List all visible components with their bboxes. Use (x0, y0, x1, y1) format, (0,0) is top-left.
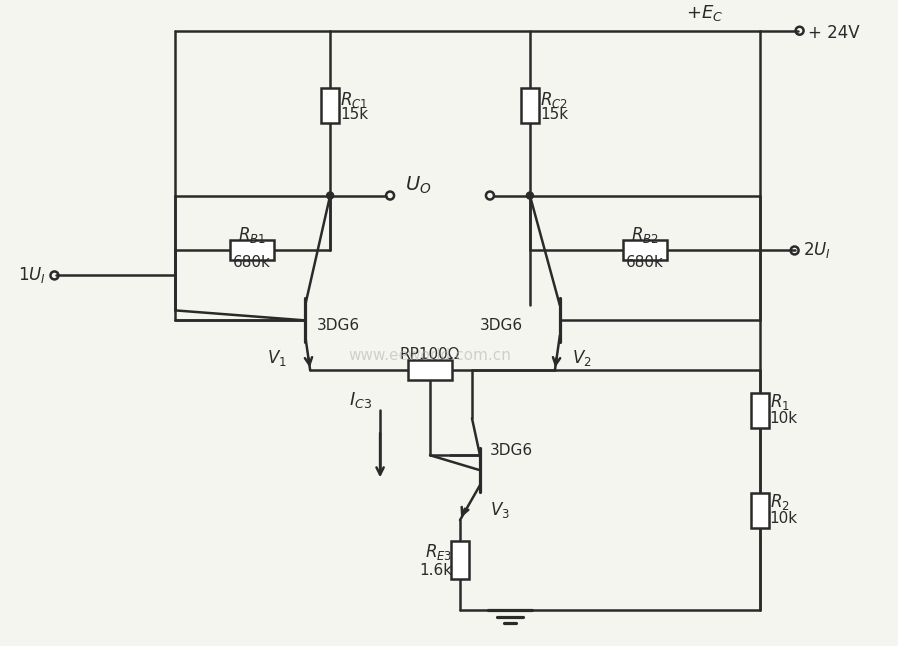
Circle shape (327, 192, 334, 199)
Text: 680k: 680k (626, 255, 664, 270)
Text: 680k: 680k (233, 255, 271, 270)
Text: www.eeworld.com.cn: www.eeworld.com.cn (348, 348, 512, 363)
FancyBboxPatch shape (230, 240, 274, 260)
Text: $2U_I$: $2U_I$ (803, 240, 831, 260)
Text: $R_1$: $R_1$ (770, 392, 789, 412)
Text: $R_{E3}$: $R_{E3}$ (425, 542, 452, 562)
Text: 10k: 10k (770, 411, 797, 426)
Circle shape (526, 192, 533, 199)
Text: $V_2$: $V_2$ (572, 348, 592, 368)
Text: 3DG6: 3DG6 (317, 318, 360, 333)
Text: $R_{C1}$: $R_{C1}$ (340, 90, 368, 110)
FancyBboxPatch shape (751, 493, 769, 528)
Text: $1U_I$: $1U_I$ (18, 266, 46, 286)
Text: 3DG6: 3DG6 (480, 318, 524, 333)
Text: $R_{B2}$: $R_{B2}$ (631, 225, 658, 245)
Text: 10k: 10k (770, 510, 797, 526)
FancyBboxPatch shape (751, 393, 769, 428)
FancyBboxPatch shape (408, 360, 452, 380)
Text: + 24V: + 24V (807, 24, 859, 42)
Text: 1.6k: 1.6k (418, 563, 452, 578)
Text: $R_2$: $R_2$ (770, 492, 789, 512)
Text: 3DG6: 3DG6 (490, 443, 533, 458)
Text: RP100Ω: RP100Ω (400, 347, 461, 362)
Text: $R_{C2}$: $R_{C2}$ (540, 90, 568, 110)
FancyBboxPatch shape (623, 240, 666, 260)
Text: $I_{C3}$: $I_{C3}$ (349, 390, 372, 410)
Text: $V_1$: $V_1$ (268, 348, 287, 368)
FancyBboxPatch shape (321, 88, 339, 123)
Text: $U_O$: $U_O$ (405, 175, 432, 196)
FancyBboxPatch shape (451, 541, 469, 579)
Text: $R_{B1}$: $R_{B1}$ (238, 225, 266, 245)
Text: 15k: 15k (540, 107, 568, 122)
Text: $V_3$: $V_3$ (490, 500, 510, 520)
FancyBboxPatch shape (521, 88, 539, 123)
Text: $+E_C$: $+E_C$ (686, 3, 723, 23)
Text: 15k: 15k (340, 107, 368, 122)
